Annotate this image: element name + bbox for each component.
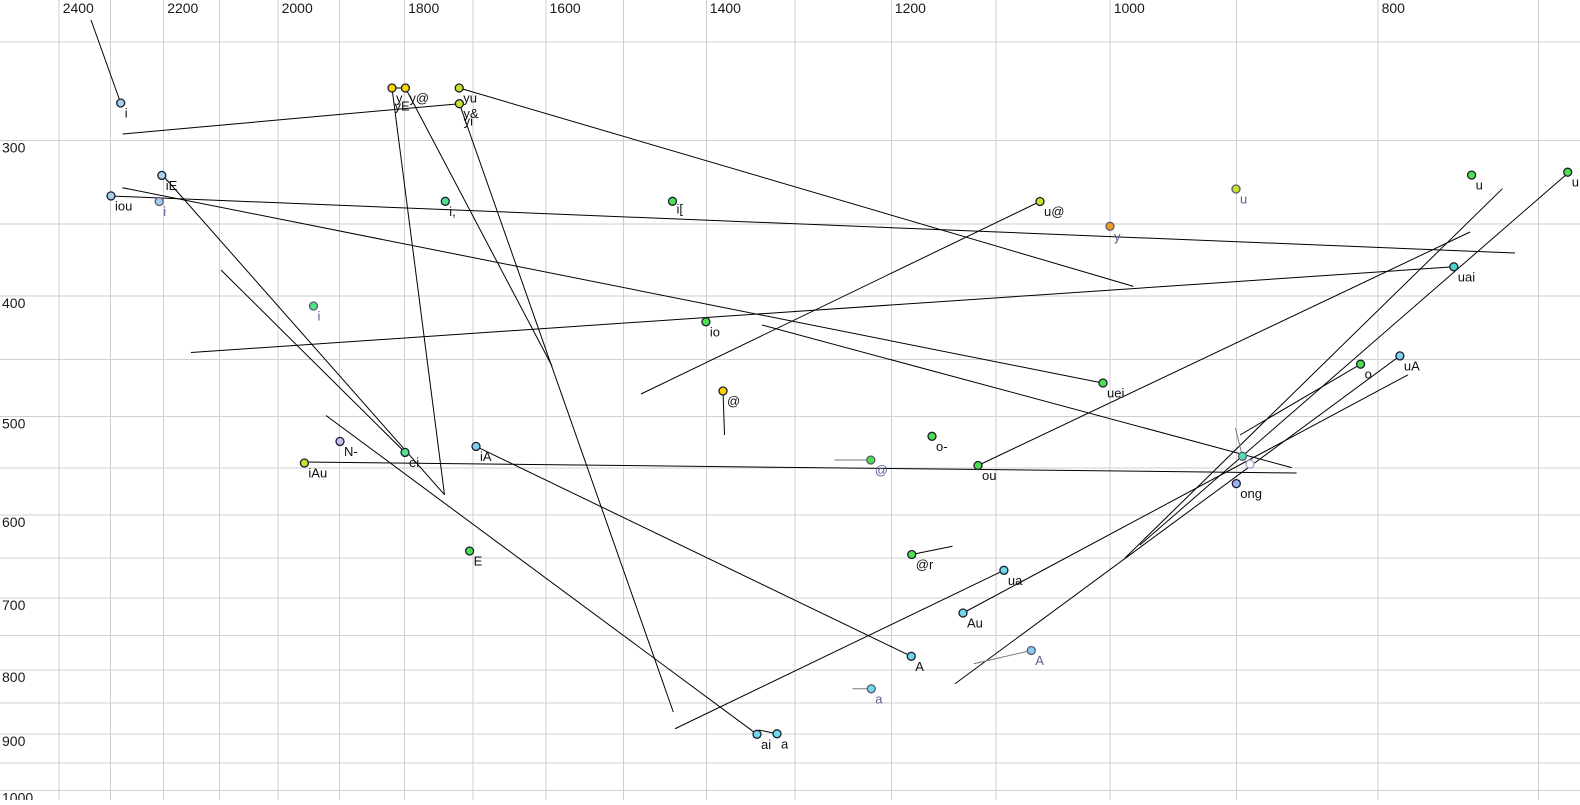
svg-text:1000: 1000 [2,790,33,800]
svg-text:y&: y& [463,106,479,121]
svg-text:io: io [710,324,720,339]
svg-text:yu: yu [463,91,477,106]
svg-text:1600: 1600 [550,0,581,16]
svg-text:E: E [474,554,483,569]
svg-text:u@: u@ [1044,204,1064,219]
svg-text:y: y [1114,229,1121,244]
svg-text:y@: y@ [409,91,429,106]
svg-text:a: a [781,736,789,751]
svg-text:i[: i[ [677,201,684,216]
svg-text:y: y [396,91,403,106]
svg-text:Au: Au [967,616,983,631]
svg-text:1200: 1200 [895,0,926,16]
svg-text:ou: ou [982,468,996,483]
svg-text:800: 800 [1382,0,1406,16]
svg-text:u: u [1240,192,1247,207]
svg-text:ei: ei [409,455,419,470]
svg-text:o-: o- [936,439,948,454]
svg-text:yi: yi [464,114,474,129]
svg-text:i,: i, [449,204,456,219]
svg-text:800: 800 [2,669,26,685]
svg-text:A: A [915,659,924,674]
svg-text:2400: 2400 [63,0,94,16]
svg-text:2000: 2000 [282,0,313,16]
svg-text:@: @ [727,394,740,409]
svg-text:iA: iA [480,449,492,464]
svg-text:iou: iou [115,198,132,213]
svg-text:o: o [1365,367,1372,382]
svg-text:1000: 1000 [1114,0,1145,16]
svg-text:@: @ [875,463,888,478]
svg-text:400: 400 [2,295,26,311]
svg-text:uei: uei [1107,386,1124,401]
svg-text:i: i [163,204,166,219]
svg-text:u: u [1476,178,1483,193]
svg-text:700: 700 [2,597,26,613]
svg-text:iE: iE [166,178,178,193]
svg-text:u: u [1572,175,1579,190]
svg-text:900: 900 [2,733,26,749]
svg-text:ua: ua [1008,573,1023,588]
svg-text:ong: ong [1240,486,1262,501]
svg-text:uai: uai [1458,269,1475,284]
svg-text:ai: ai [761,737,771,752]
svg-text:500: 500 [2,415,26,431]
svg-text:1800: 1800 [408,0,439,16]
svg-text:i: i [318,309,321,324]
svg-text:1400: 1400 [710,0,741,16]
svg-text:2200: 2200 [167,0,198,16]
svg-text:300: 300 [2,140,26,156]
svg-text:uA: uA [1404,358,1420,373]
svg-text:A: A [1035,653,1044,668]
svg-text:600: 600 [2,514,26,530]
svg-text:@r: @r [916,557,934,572]
svg-text:i: i [125,106,128,121]
svg-text:N-: N- [344,444,358,459]
svg-text:a: a [875,691,883,706]
svg-text:iAu: iAu [308,466,327,481]
svg-text:yE: yE [395,99,411,114]
